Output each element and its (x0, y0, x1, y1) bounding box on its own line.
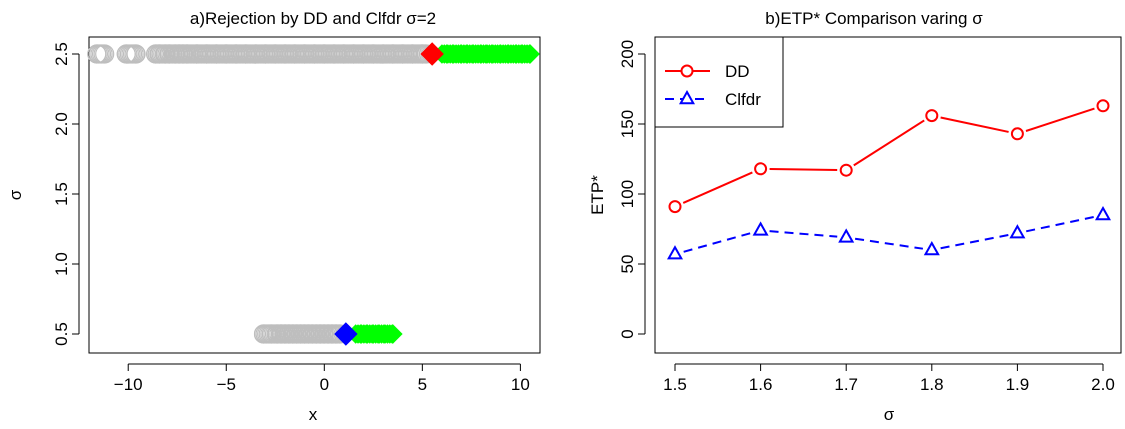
panel-b-x-tick-label: 1.5 (663, 375, 687, 394)
series-line-clfdr (1025, 215, 1095, 233)
panel-b-series (666, 99, 1112, 260)
panel-b-x-tick-label: 1.9 (1006, 375, 1030, 394)
point-dd (1096, 99, 1110, 113)
panel-a-y-tick-label: 1.0 (52, 252, 71, 276)
panel-b-title: b)ETP* Comparison varing σ (765, 9, 983, 28)
panel-a-y-tick-label: 1.5 (52, 182, 71, 206)
legend-marker-dd (680, 64, 694, 78)
panel-b-x-tick-label: 2.0 (1091, 375, 1115, 394)
series-line-dd (1025, 107, 1095, 132)
panel-a-y-axis: 0.5 1.0 1.5 2.0 2.5 (52, 42, 80, 346)
panel-a-x-tick-label: −5 (217, 375, 236, 394)
panel-b-x-label: σ (884, 405, 895, 424)
panel-a-threshold-point (420, 42, 444, 66)
panel-a-y-tick-label: 2.0 (52, 112, 71, 136)
series-line-dd (769, 167, 838, 172)
panel-a-nonrejected-point (93, 44, 113, 64)
point-clfdr (666, 245, 684, 260)
legend-label-clfdr: Clfdr (725, 90, 761, 109)
series-line-clfdr (769, 230, 838, 238)
panel-a-x-tick-label: −10 (114, 375, 143, 394)
panel-b-x-tick-label: 1.8 (920, 375, 944, 394)
series-line-clfdr (854, 237, 924, 250)
panel-b-legend: DD Clfdr (654, 36, 784, 128)
panel-b-x-tick-label: 1.6 (749, 375, 773, 394)
point-clfdr (1094, 205, 1112, 221)
panel-a-y-tick-label: 2.5 (52, 42, 71, 66)
panel-b-x-tick-label: 1.7 (834, 375, 858, 394)
panel-a-x-tick-label: 5 (418, 375, 427, 394)
panel-b-y-tick-label: 150 (618, 110, 637, 138)
panel-b-x-axis: 1.5 1.6 1.7 1.8 1.9 2.0 (663, 363, 1115, 394)
panel-b-y-axis: 0 50 100 150 200 (618, 40, 646, 339)
panel-a-y-label: σ (6, 189, 25, 200)
panel-b-y-tick-label: 0 (618, 329, 637, 338)
panel-a-points (87, 42, 540, 346)
series-line-dd (853, 119, 925, 167)
point-dd (925, 109, 939, 123)
panel-b-plot-frame (654, 36, 1122, 354)
point-dd (839, 163, 853, 177)
point-clfdr (752, 221, 769, 236)
point-clfdr (923, 240, 940, 256)
panel-b-y-tick-label: 100 (618, 180, 637, 208)
point-dd (754, 162, 768, 176)
panel-a-plot-frame (88, 36, 541, 354)
panel-a: a)Rejection by DD and Clfdr σ=2 −10 −5 0 5 1… (6, 9, 541, 424)
panel-b-y-tick-label: 200 (618, 40, 637, 68)
point-clfdr (838, 228, 855, 243)
point-dd (668, 200, 682, 214)
panel-a-threshold-point (334, 322, 358, 346)
point-dd (1010, 127, 1024, 141)
panel-a-nonrejected-point (126, 44, 146, 64)
panel-a-x-label: x (309, 405, 318, 424)
panel-a-x-tick-label: 10 (511, 375, 530, 394)
panel-b: b)ETP* Comparison varing σ 1.5 1.6 1.7 1.8 1… (588, 9, 1122, 424)
series-line-dd (682, 171, 753, 204)
legend-marker-clfdr (678, 89, 696, 105)
panel-b-y-label: ETP* (588, 175, 607, 215)
panel-a-rejected-point (520, 44, 540, 64)
legend-box (654, 36, 784, 128)
series-line-clfdr (940, 233, 1009, 250)
point-clfdr (1009, 224, 1026, 239)
panel-a-y-tick-label: 0.5 (52, 322, 71, 346)
legend-label-dd: DD (725, 62, 750, 81)
series-line-dd (940, 116, 1009, 133)
series-line-clfdr (683, 231, 753, 253)
panel-a-title: a)Rejection by DD and Clfdr σ=2 (190, 9, 436, 28)
panel-b-y-tick-label: 50 (618, 255, 637, 274)
panel-a-rejected-point (383, 324, 403, 344)
panel-a-x-tick-label: 0 (320, 375, 329, 394)
panel-a-x-axis: −10 −5 0 5 10 (114, 363, 530, 394)
